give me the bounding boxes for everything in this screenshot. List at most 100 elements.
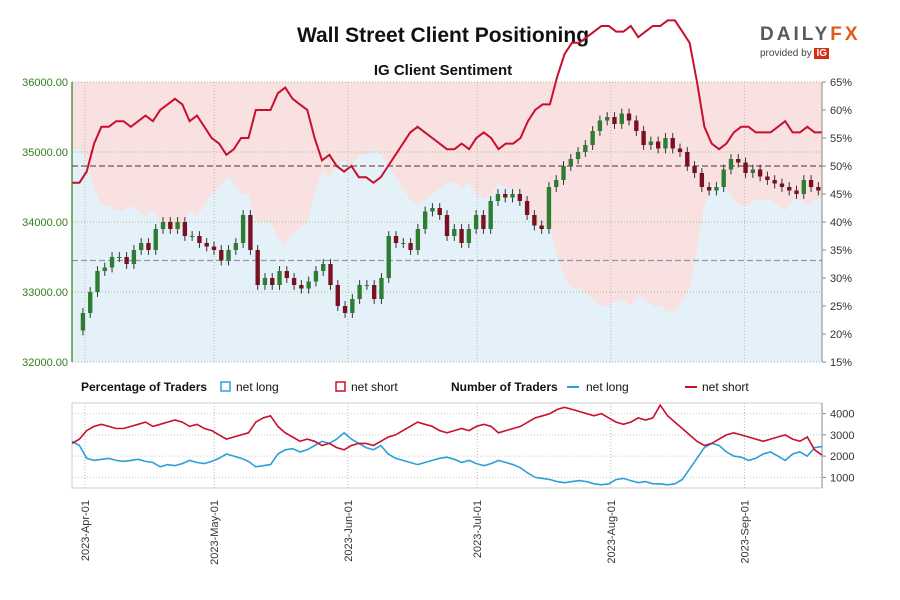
candle-body <box>168 222 173 229</box>
percent-tick-label: 55% <box>830 133 852 145</box>
candle-body <box>634 120 639 131</box>
candle-body <box>561 166 566 180</box>
candle-body <box>291 278 297 285</box>
candle-body <box>372 285 377 299</box>
candle-body <box>495 194 501 201</box>
candle-body <box>757 169 763 177</box>
x-tick-label: 2023-Apr-01 <box>80 500 92 561</box>
percent-tick-label: 50% <box>830 161 852 173</box>
candle-body <box>452 229 457 236</box>
candle-body <box>590 131 595 145</box>
candle-body <box>503 194 508 198</box>
price-tick-label: 35000.00 <box>22 147 68 159</box>
candle-body <box>546 187 552 229</box>
candle-body <box>473 215 479 229</box>
candle-body <box>481 215 486 229</box>
candle-body <box>539 225 544 229</box>
candle-body <box>197 236 202 243</box>
candle-body <box>386 236 391 278</box>
candle-body <box>379 278 384 299</box>
candle-body <box>568 159 573 166</box>
x-tick-label: 2023-May-01 <box>209 500 221 565</box>
candle-body <box>408 243 413 250</box>
candle-body <box>393 236 399 243</box>
legend-pct-short-label: net short <box>351 380 398 394</box>
candle-body <box>619 113 624 124</box>
x-tick-label: 2023-Jun-01 <box>343 500 355 562</box>
candle-body <box>299 285 304 289</box>
candle-body <box>794 190 799 194</box>
candle-body <box>779 183 785 187</box>
candle-body <box>437 208 442 215</box>
candle-body <box>88 292 93 313</box>
x-tick-label: 2023-Jul-01 <box>472 500 484 558</box>
candle-body <box>750 169 756 173</box>
candle-body <box>466 229 472 243</box>
candle-body <box>670 138 675 149</box>
candle-body <box>605 117 610 121</box>
percent-tick-label: 20% <box>830 329 852 341</box>
candle-body <box>117 257 122 258</box>
candle-body <box>583 145 588 152</box>
candle-body <box>211 246 217 250</box>
candle-body <box>204 243 209 247</box>
traders-tick-label: 1000 <box>830 472 854 484</box>
candle-body <box>335 285 340 306</box>
candle-body <box>765 176 770 180</box>
candle-body <box>109 257 115 268</box>
candle-body <box>95 271 100 292</box>
candle-body <box>801 180 806 194</box>
candle-body <box>721 169 726 187</box>
candle-body <box>808 180 814 187</box>
price-tick-label: 32000.00 <box>22 357 68 369</box>
candle-body <box>612 117 617 124</box>
candle-body <box>226 250 231 261</box>
candle-body <box>240 215 246 243</box>
candle-body <box>422 211 428 229</box>
candle-body <box>131 250 137 264</box>
candle-body <box>342 306 348 313</box>
candle-body <box>415 229 421 250</box>
traders-tick-label: 3000 <box>830 430 854 442</box>
candle-body <box>692 166 697 173</box>
candle-body <box>430 208 435 212</box>
candle-body <box>313 271 319 282</box>
candle-body <box>772 180 777 184</box>
legend-pct-title: Percentage of Traders <box>81 380 207 394</box>
candle-body <box>189 236 195 237</box>
candle-body <box>816 187 821 191</box>
percent-tick-label: 30% <box>830 273 852 285</box>
legend-pct-long-label: net long <box>236 380 279 394</box>
price-tick-label: 34000.00 <box>22 217 68 229</box>
price-tick-label: 36000.00 <box>22 77 68 89</box>
candle-body <box>248 215 253 250</box>
candle-body <box>597 120 603 131</box>
candle-body <box>488 201 493 229</box>
percent-tick-label: 35% <box>830 245 852 257</box>
traders-tick-label: 4000 <box>830 409 854 421</box>
percent-tick-label: 25% <box>830 301 852 313</box>
candle-body <box>175 222 180 229</box>
candle-body <box>270 278 275 285</box>
legend-num-short-label: net short <box>702 380 749 394</box>
candle-body <box>626 113 632 121</box>
candle-body <box>124 257 129 264</box>
candle-body <box>575 152 581 159</box>
candle-body <box>648 141 654 145</box>
legend-pct-short-swatch <box>335 381 346 392</box>
candle-body <box>138 243 144 250</box>
candle-body <box>219 250 224 261</box>
traders-tick-label: 2000 <box>830 451 854 463</box>
candle-body <box>736 159 741 163</box>
candle-body <box>655 141 661 149</box>
traders-net-long-line <box>71 431 823 486</box>
net-short-pct-line <box>72 19 822 185</box>
candle-body <box>663 138 668 149</box>
ig-logo-badge: IG <box>814 48 830 59</box>
traders-net-short-line <box>71 403 823 456</box>
candle-body <box>524 201 530 215</box>
candle-body <box>743 162 748 173</box>
candle-body <box>255 250 260 285</box>
candle-body <box>153 229 158 250</box>
